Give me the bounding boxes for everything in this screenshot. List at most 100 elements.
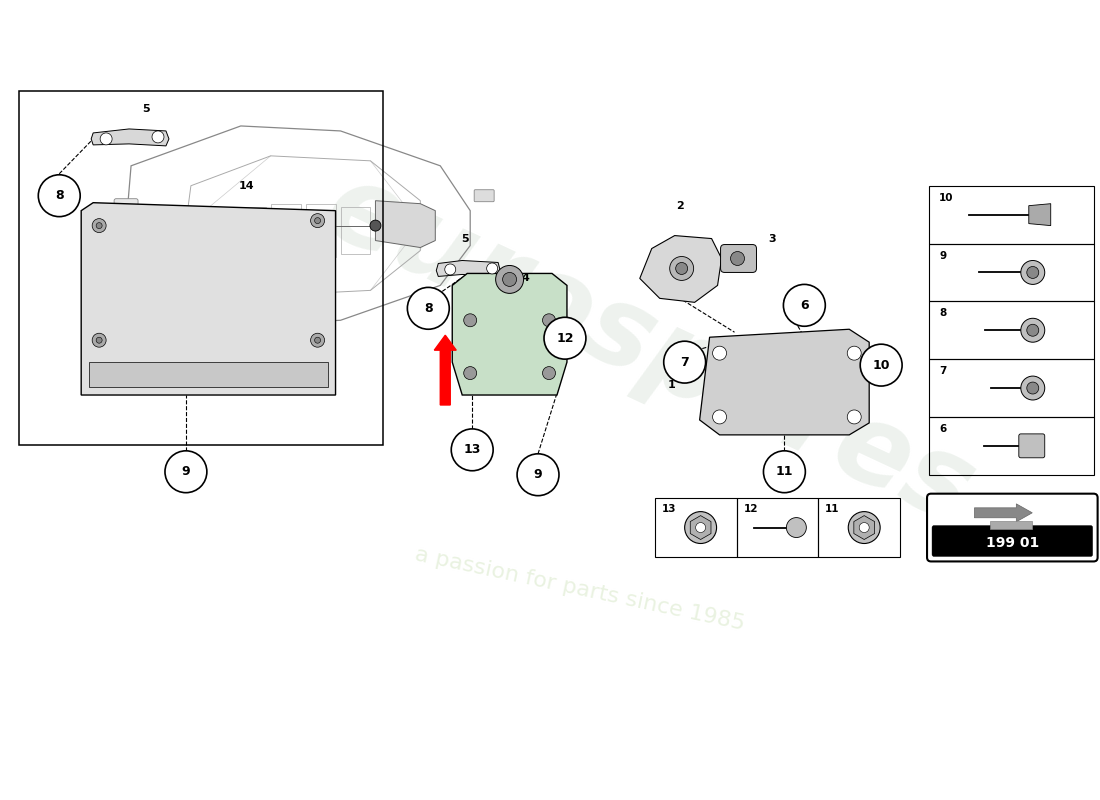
- Text: 3: 3: [769, 234, 777, 243]
- Circle shape: [663, 342, 705, 383]
- Text: 12: 12: [557, 332, 574, 345]
- Bar: [341, 207, 371, 254]
- Text: 12: 12: [744, 504, 758, 514]
- Circle shape: [265, 220, 276, 231]
- Bar: [89, 362, 328, 387]
- Circle shape: [783, 285, 825, 326]
- Text: 9: 9: [939, 250, 946, 261]
- FancyArrow shape: [975, 504, 1032, 522]
- Text: 11: 11: [776, 466, 793, 478]
- FancyBboxPatch shape: [927, 494, 1098, 562]
- Circle shape: [100, 133, 112, 145]
- Text: 2: 2: [675, 201, 683, 210]
- Circle shape: [92, 218, 106, 233]
- Polygon shape: [375, 201, 436, 247]
- Circle shape: [152, 131, 164, 143]
- Circle shape: [165, 451, 207, 493]
- Circle shape: [695, 522, 705, 533]
- Circle shape: [92, 334, 106, 347]
- Bar: [306, 205, 336, 257]
- Bar: [737, 498, 818, 558]
- Text: 8: 8: [939, 308, 946, 318]
- FancyArrow shape: [434, 335, 456, 405]
- Circle shape: [39, 174, 80, 217]
- Circle shape: [451, 429, 493, 470]
- Circle shape: [713, 346, 727, 360]
- Text: 13: 13: [662, 504, 676, 514]
- Text: 11: 11: [825, 504, 839, 514]
- Circle shape: [96, 338, 102, 343]
- Circle shape: [96, 222, 102, 229]
- Circle shape: [444, 264, 455, 275]
- FancyBboxPatch shape: [720, 245, 757, 273]
- Circle shape: [503, 273, 517, 286]
- Circle shape: [315, 338, 320, 343]
- Circle shape: [310, 214, 324, 228]
- Polygon shape: [437, 261, 501, 277]
- Text: 5: 5: [142, 104, 150, 114]
- Polygon shape: [452, 274, 566, 395]
- Circle shape: [1021, 261, 1045, 285]
- Circle shape: [1021, 318, 1045, 342]
- Circle shape: [496, 266, 524, 294]
- FancyBboxPatch shape: [932, 526, 1092, 557]
- Text: 6: 6: [800, 299, 808, 312]
- Circle shape: [370, 220, 381, 231]
- Text: 199 01: 199 01: [986, 535, 1040, 550]
- Text: 10: 10: [872, 358, 890, 372]
- Circle shape: [847, 346, 861, 360]
- Text: a passion for parts since 1985: a passion for parts since 1985: [414, 545, 747, 634]
- Text: 8: 8: [424, 302, 432, 315]
- Circle shape: [542, 314, 556, 326]
- Circle shape: [1026, 266, 1038, 278]
- FancyBboxPatch shape: [114, 198, 138, 262]
- Text: 7: 7: [680, 356, 689, 369]
- Circle shape: [675, 262, 688, 274]
- Bar: [930, 359, 1093, 417]
- Bar: [235, 207, 266, 254]
- Circle shape: [542, 366, 556, 379]
- Circle shape: [786, 518, 806, 538]
- Circle shape: [859, 522, 869, 533]
- Circle shape: [464, 314, 476, 326]
- FancyBboxPatch shape: [474, 190, 494, 202]
- Circle shape: [1026, 324, 1038, 336]
- Circle shape: [310, 334, 324, 347]
- Text: 1: 1: [668, 380, 675, 390]
- Polygon shape: [854, 515, 874, 539]
- Bar: [271, 205, 300, 257]
- Text: 7: 7: [939, 366, 946, 376]
- Polygon shape: [91, 129, 169, 146]
- Circle shape: [763, 451, 805, 493]
- Text: 4: 4: [521, 274, 529, 283]
- Bar: [930, 417, 1093, 474]
- Bar: [818, 498, 900, 558]
- Text: 5: 5: [461, 234, 469, 243]
- Circle shape: [670, 257, 694, 281]
- Text: eurospares: eurospares: [309, 154, 991, 547]
- Text: 9: 9: [182, 466, 190, 478]
- Circle shape: [464, 366, 476, 379]
- Circle shape: [860, 344, 902, 386]
- Polygon shape: [640, 235, 722, 302]
- Circle shape: [486, 263, 497, 274]
- Polygon shape: [1028, 204, 1050, 226]
- Circle shape: [730, 251, 745, 266]
- Circle shape: [544, 318, 586, 359]
- Circle shape: [517, 454, 559, 496]
- Bar: [930, 243, 1093, 302]
- Circle shape: [1021, 376, 1045, 400]
- Circle shape: [315, 218, 320, 224]
- Circle shape: [1026, 382, 1038, 394]
- Polygon shape: [700, 330, 869, 435]
- Polygon shape: [691, 515, 711, 539]
- Bar: [930, 302, 1093, 359]
- Circle shape: [684, 512, 716, 543]
- Polygon shape: [990, 521, 1032, 529]
- Bar: [654, 498, 737, 558]
- Circle shape: [847, 410, 861, 424]
- Circle shape: [713, 410, 727, 424]
- Text: 14: 14: [239, 181, 254, 190]
- Text: 10: 10: [939, 193, 954, 202]
- FancyBboxPatch shape: [1019, 434, 1045, 458]
